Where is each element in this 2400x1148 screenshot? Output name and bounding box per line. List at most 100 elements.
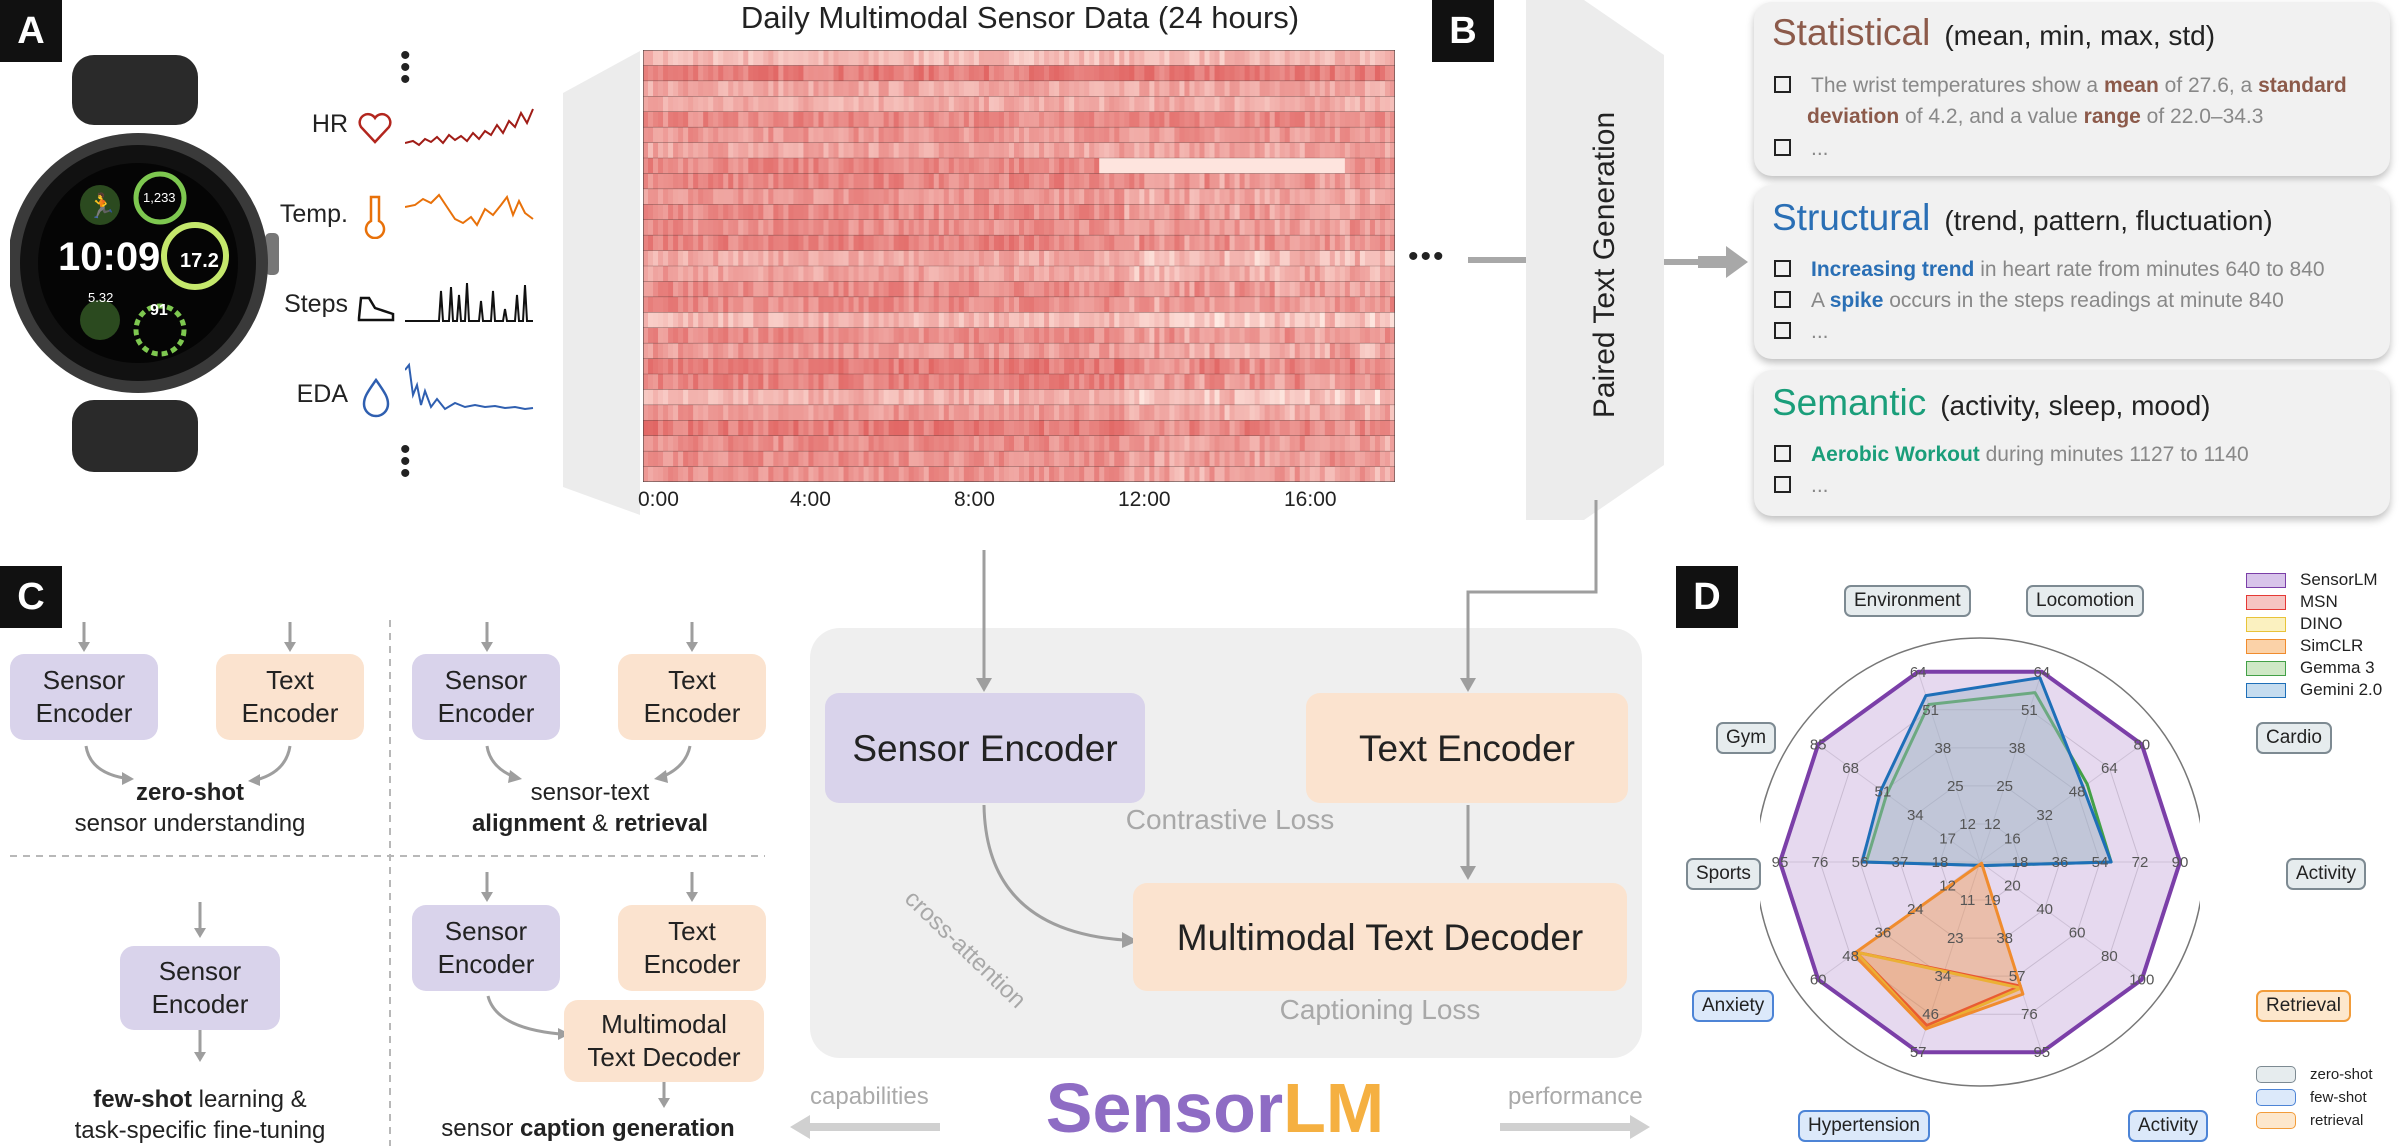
heatmap-cell [1279, 358, 1286, 375]
heatmap-cell [1164, 343, 1170, 359]
heatmap-cell [678, 80, 684, 97]
heatmap-cell [1284, 250, 1291, 267]
heatmap-cell [1059, 219, 1065, 236]
heatmap-cell [878, 188, 885, 205]
heatmap-cell [1329, 327, 1336, 344]
heatmap-cell [1064, 50, 1070, 66]
heatmap-cell [783, 466, 789, 482]
heatmap-cell [1099, 50, 1105, 66]
heatmap-cell [1319, 358, 1326, 375]
heatmap-cell [738, 343, 744, 359]
heatmap-cell [923, 188, 930, 205]
heatmap-cell [1114, 374, 1120, 390]
heatmap-cell [1039, 111, 1045, 128]
heatmap-cell [1374, 296, 1381, 313]
heatmap-cell [783, 65, 789, 82]
heatmap-cell [968, 435, 975, 452]
heatmap-cell [798, 127, 804, 143]
heatmap-cell [1344, 358, 1351, 375]
heatmap-cell [818, 312, 824, 329]
heatmap-cell [808, 358, 814, 375]
heatmap-cell [783, 451, 789, 467]
heatmap-cell [1319, 296, 1326, 313]
heatmap-cell [1109, 142, 1115, 159]
heatmap-cell [1274, 80, 1281, 97]
heatmap-cell [958, 420, 965, 437]
heatmap-cell [868, 389, 875, 406]
heatmap-cell [773, 250, 779, 267]
heatmap-cell [1089, 65, 1095, 82]
heatmap-cell [908, 296, 915, 313]
heatmap-cell [1119, 312, 1125, 329]
heatmap-cell [813, 235, 819, 251]
heatmap-cell [1249, 281, 1256, 298]
heatmap-cell [1049, 188, 1055, 205]
heatmap-cell [783, 296, 789, 313]
heatmap-cell [1094, 404, 1100, 421]
heatmap-cell [1029, 158, 1035, 174]
heatmap-cell [1144, 219, 1150, 236]
heatmap-tick-0: 0:00 [638, 488, 679, 511]
heatmap-cell [933, 250, 940, 267]
heatmap-cell [1079, 96, 1085, 113]
heatmap-cell [1034, 404, 1040, 421]
heatmap-cell [1234, 451, 1240, 467]
heatmap-cell [768, 466, 774, 482]
heatmap-cell [903, 389, 910, 406]
heatmap-cell [1344, 127, 1351, 143]
heatmap-cell [793, 374, 799, 390]
heatmap-cell [1224, 158, 1230, 174]
heatmap-cell [1314, 250, 1321, 267]
heatmap-cell [1364, 250, 1371, 267]
heatmap-cell [948, 466, 955, 482]
heatmap-cell [823, 327, 829, 344]
heatmap-cell [1119, 158, 1125, 174]
heatmap-cell [868, 219, 875, 236]
heatmap-cell [718, 127, 724, 143]
heatmap-cell [928, 80, 935, 97]
heatmap-cell [1174, 235, 1180, 251]
heatmap-cell [748, 158, 754, 174]
heatmap-cell [873, 127, 880, 143]
heatmap-cell [848, 188, 854, 205]
heatmap-cell [1294, 204, 1301, 221]
heatmap-cell [1304, 158, 1311, 174]
heatmap-cell [1119, 420, 1125, 437]
heatmap-cell [1224, 404, 1230, 421]
heatmap-cell [1184, 296, 1190, 313]
heatmap-cell [928, 281, 935, 298]
heatmap-cell [1319, 219, 1326, 236]
heatmap-cell [1114, 111, 1120, 128]
heatmap-cell [948, 404, 955, 421]
legend-swatch [2246, 594, 2286, 610]
heatmap-cell [908, 50, 915, 66]
heatmap-cell [1099, 435, 1105, 452]
heatmap-cell [983, 158, 990, 174]
heatmap-cell [1389, 358, 1395, 375]
heatmap-cell [898, 466, 905, 482]
heatmap-cell [1334, 219, 1341, 236]
heatmap-cell [833, 188, 839, 205]
heatmap-cell [768, 296, 774, 313]
heatmap-cell [808, 343, 814, 359]
heatmap-cell [1069, 173, 1075, 190]
heatmap-cell [713, 312, 719, 329]
heatmap-cell [1364, 173, 1371, 190]
heatmap-cell [1324, 235, 1331, 251]
heatmap-cell [753, 158, 759, 174]
heatmap-cell [833, 65, 839, 82]
heatmap-cell [873, 80, 880, 97]
heatmap-cell [1329, 404, 1336, 421]
heatmap-cell [1013, 111, 1020, 128]
heatmap-cell [938, 420, 945, 437]
heatmap-cell [733, 296, 739, 313]
heatmap-cell [1099, 466, 1105, 482]
heatmap-cell [1309, 327, 1316, 344]
heatmap-cell [1319, 158, 1326, 174]
heatmap-cell [858, 142, 864, 159]
heatmap-cell [658, 158, 664, 174]
heatmap-cell [1074, 188, 1080, 205]
heatmap-cell [1109, 435, 1115, 452]
heatmap-cell [968, 158, 975, 174]
heatmap-cell [673, 312, 679, 329]
